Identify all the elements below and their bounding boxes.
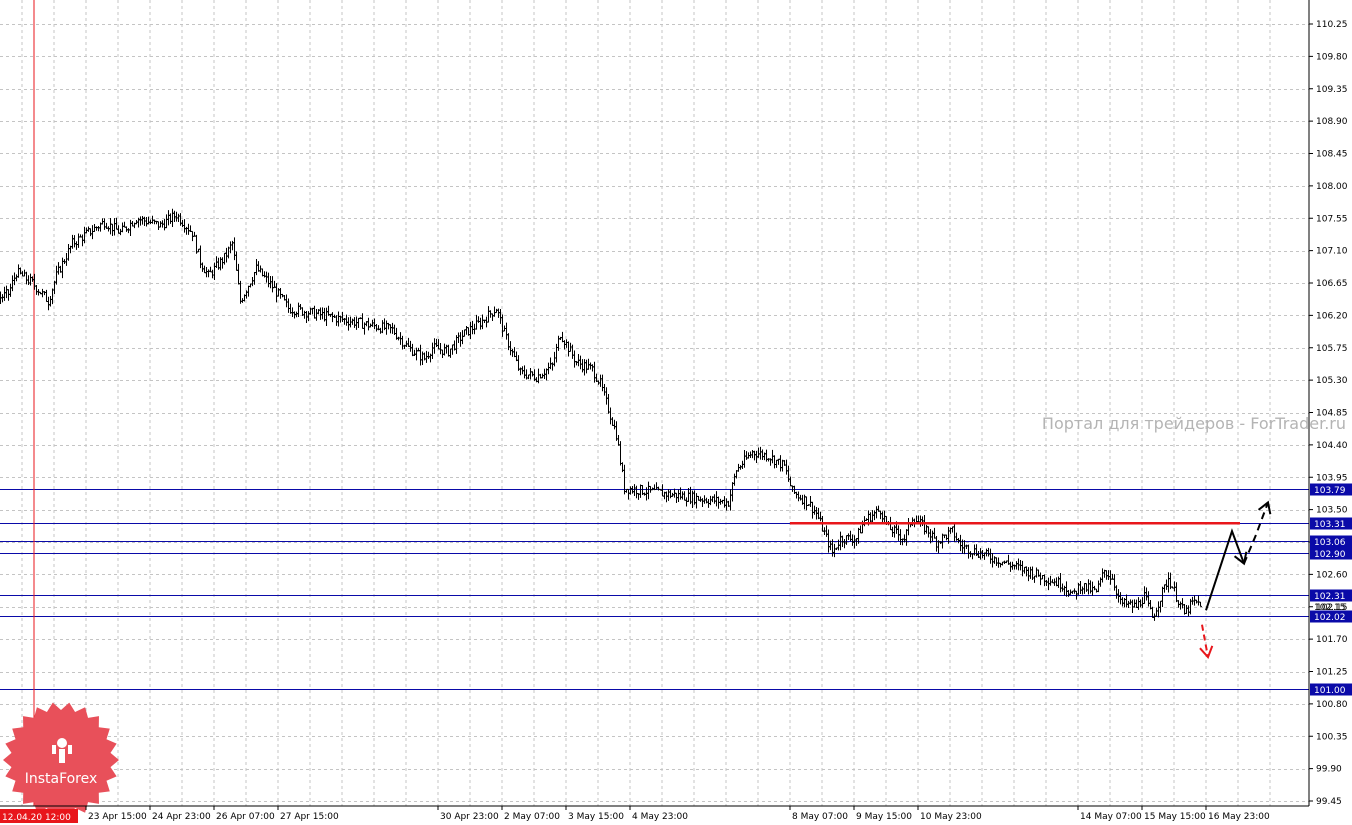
- time-tick-label: 14 May 07:00: [1080, 812, 1142, 822]
- price-tick-label: 103.95: [1316, 473, 1348, 483]
- level-tag-label: 103.31: [1314, 520, 1346, 530]
- forecast-drawings: [790, 500, 1272, 659]
- grid: [0, 0, 1309, 806]
- time-axis: 23 Apr 15:00 24 Apr 23:00 26 Apr 07:00 27 A…: [85, 806, 1270, 822]
- current-price-label: 102.15: [1314, 603, 1346, 613]
- forecast-down-arrowhead: [1199, 645, 1214, 659]
- forecast-up-solid-path: [1205, 528, 1245, 611]
- price-tick-label: 107.10: [1316, 247, 1348, 257]
- forecast-down-path: [1201, 624, 1209, 658]
- price-tick-label: 107.55: [1316, 214, 1348, 224]
- price-tick-label: 109.35: [1316, 85, 1348, 95]
- time-tick-label: 24 Apr 23:00: [152, 812, 211, 822]
- ohlc-bar: [1199, 601, 1202, 607]
- current-date-tag: 12.04.20 12:00: [0, 809, 78, 823]
- price-tick-label: 103.50: [1316, 506, 1348, 516]
- price-tick-label: 108.00: [1316, 182, 1348, 192]
- price-tick-label: 102.60: [1316, 570, 1348, 580]
- watermark: Портал для трейдеров - ForTrader.ru: [1042, 414, 1346, 433]
- level-tag: [1310, 683, 1352, 696]
- time-tick-label: 4 May 23:00: [632, 812, 688, 822]
- price-tick-label: 108.45: [1316, 150, 1348, 160]
- level-tag-label: 103.06: [1314, 538, 1346, 548]
- current-date-label: 12.04.20 12:00: [2, 813, 71, 823]
- price-tick-label: 109.80: [1316, 52, 1348, 62]
- time-tick-label: 2 May 07:00: [504, 812, 560, 822]
- price-tick-label: 106.20: [1316, 311, 1348, 321]
- time-tick-label: 9 May 15:00: [856, 812, 912, 822]
- level-price-tags: 103.79 103.31 103.06 102.90 102.31 102.02 101.…: [1310, 483, 1352, 696]
- level-tag: [1310, 589, 1352, 602]
- price-tick-label: 99.45: [1316, 797, 1342, 807]
- level-tag: [1310, 547, 1352, 560]
- price-tick-label: 104.85: [1316, 409, 1348, 419]
- price-tick-label: 105.30: [1316, 376, 1348, 386]
- logo-text: InstaForex: [25, 771, 98, 787]
- price-tick-label: 100.35: [1316, 732, 1348, 742]
- price-tick-label: 110.25: [1316, 20, 1348, 30]
- forecast-up-dashed-arrowhead: [1257, 500, 1272, 515]
- level-tag: [1310, 535, 1352, 548]
- level-tag-label: 102.02: [1314, 613, 1346, 623]
- time-tick-label: 16 May 23:00: [1208, 812, 1270, 822]
- time-tick-label: 8 May 07:00: [792, 812, 848, 822]
- price-tick-label: 100.80: [1316, 700, 1348, 710]
- price-tick-label: 106.65: [1316, 279, 1348, 289]
- price-tick-label: 108.90: [1316, 117, 1348, 127]
- time-tick-label: 30 Apr 23:00: [440, 812, 499, 822]
- time-tick-label: 10 May 23:00: [920, 812, 982, 822]
- time-tick-label: 26 Apr 07:00: [216, 812, 275, 822]
- time-tick-label: 23 Apr 15:00: [88, 812, 147, 822]
- level-tag: [1310, 517, 1352, 530]
- instaforex-logo: InstaForex: [3, 702, 119, 818]
- level-tag: [1310, 610, 1352, 623]
- level-tag-label: 101.00: [1314, 686, 1346, 696]
- price-tick-label: 105.75: [1316, 344, 1348, 354]
- price-axis: 110.25 109.80 109.35 108.90 108.45 108.00 107.…: [1309, 20, 1348, 807]
- price-tick-label: 104.40: [1316, 441, 1348, 451]
- level-tag-label: 102.90: [1314, 550, 1346, 560]
- price-tick-label: 102.15: [1316, 603, 1348, 613]
- price-tick-label: 99.90: [1316, 765, 1342, 775]
- time-tick-label: 3 May 15:00: [568, 812, 624, 822]
- time-tick-label: 27 Apr 15:00: [280, 812, 339, 822]
- level-tag-label: 102.31: [1314, 592, 1346, 602]
- price-tick-label: 101.25: [1316, 668, 1348, 678]
- time-tick-label: 15 May 15:00: [1144, 812, 1206, 822]
- price-tick-label: 101.70: [1316, 635, 1348, 645]
- level-tag-label: 103.79: [1314, 486, 1346, 496]
- forecast-up-dashed-path: [1243, 502, 1269, 564]
- logo-figure-icon: [52, 738, 72, 763]
- level-tag: [1310, 483, 1352, 496]
